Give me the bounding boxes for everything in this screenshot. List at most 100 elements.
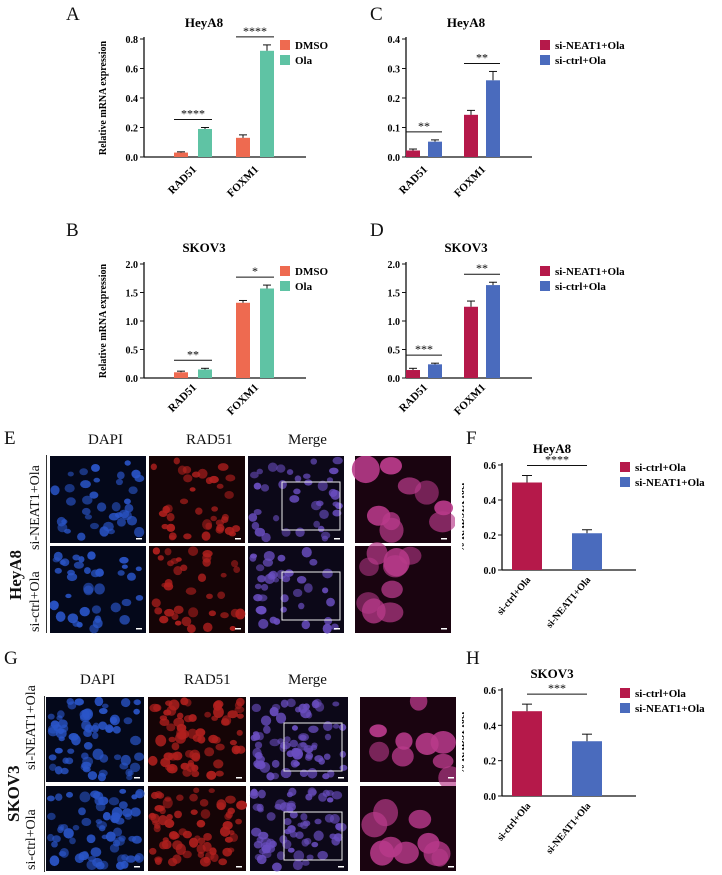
cell-nucleus bbox=[273, 618, 281, 625]
chart-a-sig-1: **** bbox=[243, 24, 267, 38]
cell-nucleus bbox=[209, 475, 219, 484]
chart-c-ytick-label-3: 0.3 bbox=[388, 65, 401, 76]
cell-nucleus bbox=[184, 698, 192, 707]
cell-nucleus bbox=[220, 718, 230, 726]
cell-nucleus bbox=[216, 524, 225, 532]
cell-nucleus bbox=[172, 840, 183, 851]
cell-nucleus bbox=[119, 556, 129, 564]
cell-nucleus bbox=[203, 856, 210, 864]
cell-nucleus bbox=[218, 858, 228, 866]
panel-letter-c: C bbox=[370, 4, 383, 25]
chart-f-ytick-label-2: 0.4 bbox=[484, 496, 497, 507]
cell-nucleus bbox=[317, 850, 329, 860]
cell-nucleus bbox=[254, 853, 263, 861]
chart-a-xtick-0: RAD51 bbox=[166, 164, 199, 197]
cell-nucleus bbox=[202, 549, 213, 558]
chart-h-xtick-1: si-NEAT1+Ola bbox=[544, 801, 593, 857]
cell-nucleus bbox=[105, 831, 116, 842]
cell-nucleus bbox=[173, 717, 185, 727]
chart-b-ylabel: Relative mRNA expression bbox=[98, 263, 109, 378]
cell-nucleus bbox=[275, 712, 287, 724]
chart-a-ytick-label-0: 0.0 bbox=[126, 153, 139, 164]
cell-nucleus bbox=[164, 608, 175, 617]
cell-nucleus bbox=[190, 809, 198, 815]
cell-nucleus bbox=[67, 471, 74, 477]
zoom-box bbox=[283, 811, 343, 861]
cell-nucleus bbox=[233, 745, 241, 753]
cell-nucleus bbox=[188, 714, 197, 722]
chart-d-legend-label-1: si-ctrl+Ola bbox=[555, 281, 606, 293]
cell-nucleus bbox=[281, 575, 291, 583]
cell-nucleus bbox=[115, 478, 123, 486]
cell-nucleus bbox=[176, 712, 184, 720]
cell-nucleus bbox=[94, 583, 105, 595]
cell-nucleus bbox=[333, 833, 343, 842]
cell-nucleus bbox=[57, 826, 64, 834]
cell-nucleus bbox=[121, 564, 128, 569]
cell-nucleus bbox=[294, 475, 302, 483]
cell-nucleus bbox=[166, 723, 176, 732]
cell-nucleus bbox=[150, 791, 159, 800]
cell-nucleus bbox=[322, 623, 332, 634]
cell-nucleus bbox=[82, 756, 94, 767]
cell-nucleus bbox=[229, 626, 236, 631]
cell-nucleus bbox=[324, 814, 335, 823]
cell-nucleus bbox=[164, 578, 173, 588]
cell-nucleus bbox=[168, 532, 177, 540]
chart-h-ylabel: % RAD51 foci bbox=[462, 712, 467, 774]
cell-nucleus bbox=[408, 809, 432, 829]
cell-nucleus bbox=[315, 702, 325, 712]
cell-nucleus bbox=[235, 818, 242, 825]
cell-nucleus bbox=[123, 717, 133, 725]
cell-nucleus bbox=[231, 525, 241, 532]
chart-c-sig-1: ** bbox=[476, 50, 488, 64]
chart-f-legend-label-0: si-ctrl+Ola bbox=[635, 462, 686, 474]
cell-nucleus bbox=[195, 728, 206, 737]
chart-h-ytick-label-0: 0.0 bbox=[484, 792, 497, 803]
cell-nucleus bbox=[92, 618, 103, 629]
cell-nucleus bbox=[260, 715, 272, 726]
cell-nucleus bbox=[133, 708, 140, 715]
cell-nucleus bbox=[304, 479, 313, 486]
cell-nucleus bbox=[220, 612, 229, 619]
chart-c-sig-0: ** bbox=[418, 119, 430, 133]
cell-nucleus bbox=[217, 591, 226, 599]
chart-f-heya8-foci: HeyA8 % RAD51X foci 0.0 0.2 0.4 0.6 si-ctrl+Ol… bbox=[462, 441, 705, 630]
cell-nucleus bbox=[261, 583, 269, 591]
chart-a-ytick-label-4: 0.8 bbox=[126, 35, 139, 46]
cell-nucleus bbox=[311, 841, 319, 848]
cell-nucleus bbox=[318, 757, 325, 765]
cell-nucleus bbox=[258, 618, 269, 629]
cell-nucleus bbox=[277, 554, 286, 562]
cell-nucleus bbox=[150, 463, 157, 471]
cell-nucleus bbox=[56, 715, 63, 721]
cell-nucleus bbox=[332, 456, 343, 465]
cell-nucleus bbox=[286, 791, 293, 798]
cell-nucleus bbox=[174, 620, 182, 626]
chart-b-legend-swatch-1 bbox=[280, 281, 290, 291]
cell-nucleus bbox=[266, 812, 276, 821]
chart-b-xtick-1: FOXM1 bbox=[225, 382, 261, 418]
cell-nucleus bbox=[225, 811, 233, 819]
row-label-e-neat1: si-NEAT1+Ola bbox=[28, 465, 43, 550]
cell-nucleus bbox=[86, 859, 98, 871]
chart-d-sig-0: *** bbox=[415, 342, 433, 356]
scale-bar bbox=[338, 866, 344, 868]
cell-nucleus bbox=[227, 710, 239, 719]
cell-nucleus bbox=[276, 464, 286, 473]
cell-nucleus bbox=[229, 739, 237, 746]
cell-nucleus bbox=[298, 703, 308, 714]
chart-a-heya8-mrna: HeyA8 Relative mRNA expression 0.0 0.2 0.4 0.… bbox=[98, 15, 328, 200]
cell-nucleus bbox=[153, 704, 162, 712]
cell-nucleus bbox=[197, 573, 207, 583]
microscopy-grid-e bbox=[50, 456, 455, 634]
cell-nucleus bbox=[47, 726, 59, 737]
cell-nucleus bbox=[111, 817, 119, 824]
chart-d-bar-1-1 bbox=[486, 285, 500, 378]
cell-nucleus bbox=[254, 741, 263, 749]
cell-nucleus bbox=[255, 605, 267, 615]
cell-nucleus bbox=[231, 560, 239, 568]
cell-nucleus bbox=[297, 822, 304, 828]
cell-nucleus bbox=[332, 701, 340, 707]
cell-nucleus bbox=[78, 807, 86, 816]
